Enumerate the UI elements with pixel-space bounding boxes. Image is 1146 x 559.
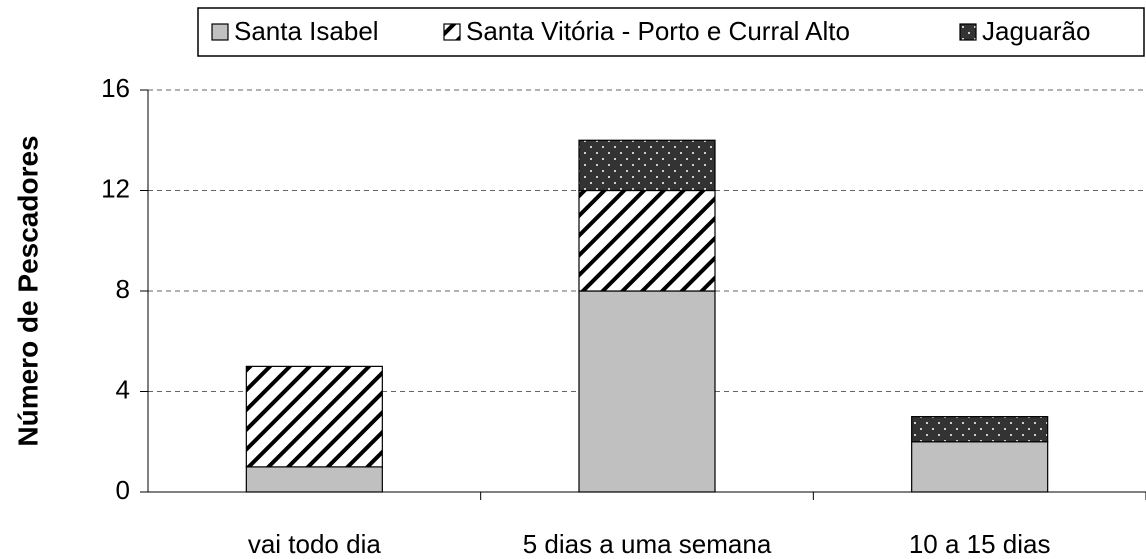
x-tick-label: 10 a 15 dias (909, 529, 1051, 559)
legend-swatch (211, 23, 229, 41)
x-tick-label: vai todo dia (248, 529, 382, 559)
y-tick-label: 4 (116, 374, 130, 404)
bar-segment (578, 290, 716, 493)
x-tick-label: 5 dias a uma semana (523, 529, 772, 559)
bar-segment (911, 416, 1049, 443)
legend-label: Santa Isabel (234, 16, 379, 46)
legend-swatch (959, 23, 977, 41)
y-tick-label: 0 (116, 475, 130, 505)
bar-segment (578, 189, 716, 292)
bar-segment (245, 365, 383, 468)
bar-segment (911, 441, 1049, 493)
legend-swatch (443, 23, 461, 41)
bar-segment (578, 139, 716, 192)
legend-box (197, 7, 1145, 57)
legend-label: Jaguarão (982, 16, 1090, 46)
legend-label: Santa Vitória - Porto e Curral Alto (466, 16, 850, 46)
y-tick-label: 16 (101, 73, 130, 103)
y-tick-label: 12 (101, 173, 130, 203)
bar-segment (245, 466, 383, 493)
y-tick-label: 8 (116, 274, 130, 304)
y-axis-label: Número de Pescadores (12, 135, 43, 446)
